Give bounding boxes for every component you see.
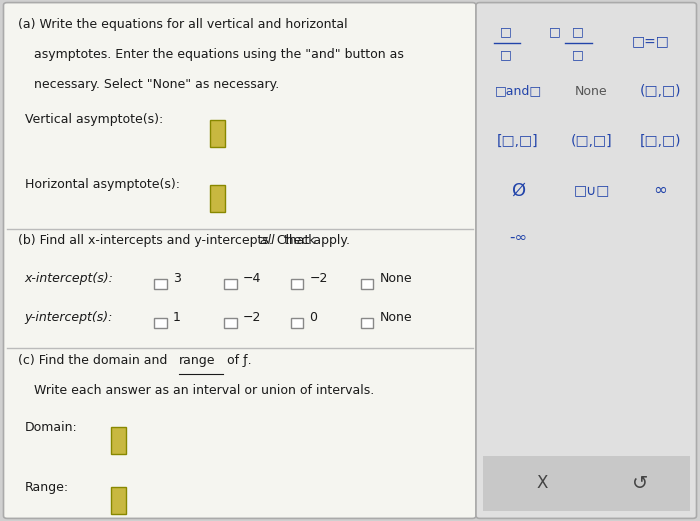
Bar [290, 318, 303, 328]
Bar [290, 279, 303, 289]
Text: Write each answer as an interval or union of intervals.: Write each answer as an interval or unio… [18, 384, 374, 398]
Text: necessary. Select "None" as necessary.: necessary. Select "None" as necessary. [18, 78, 279, 91]
Text: (b) Find all x-intercepts and y-intercepts. Check: (b) Find all x-intercepts and y-intercep… [18, 234, 315, 247]
Bar [154, 318, 167, 328]
Text: x-intercept(s):: x-intercept(s): [25, 272, 113, 285]
Text: (c) Find the domain and: (c) Find the domain and [18, 354, 171, 367]
Text: □: □ [500, 48, 512, 61]
Text: 0: 0 [309, 312, 317, 324]
Bar [111, 427, 126, 454]
Text: X: X [537, 474, 548, 492]
Text: (a) Write the equations for all vertical and horizontal: (a) Write the equations for all vertical… [18, 18, 347, 31]
Text: of ƒ.: of ƒ. [223, 354, 252, 367]
FancyBboxPatch shape [4, 3, 476, 518]
Bar [154, 279, 167, 289]
Text: □: □ [572, 25, 583, 38]
Text: None: None [575, 85, 608, 97]
Text: Domain:: Domain: [25, 421, 77, 433]
Text: −4: −4 [243, 272, 261, 285]
Bar [483, 456, 690, 511]
Text: Range:: Range: [25, 481, 69, 493]
Text: −2: −2 [243, 312, 261, 324]
Text: [□,□): [□,□) [639, 134, 681, 147]
Text: all: all [256, 234, 274, 247]
Text: 1: 1 [173, 312, 181, 324]
FancyBboxPatch shape [476, 3, 696, 518]
Text: □: □ [500, 25, 512, 38]
Bar [360, 318, 373, 328]
Bar [224, 318, 237, 328]
Text: -∞: -∞ [509, 230, 527, 244]
Bar [224, 279, 237, 289]
Text: ∞: ∞ [653, 181, 667, 199]
Text: Vertical asymptote(s):: Vertical asymptote(s): [25, 114, 162, 126]
Text: □and□: □and□ [494, 85, 542, 97]
Text: asymptotes. Enter the equations using the "and" button as: asymptotes. Enter the equations using th… [18, 48, 403, 61]
Text: □: □ [572, 48, 583, 61]
Text: (□,□): (□,□) [639, 84, 681, 98]
Text: □∪□: □∪□ [573, 183, 610, 197]
Text: None: None [379, 272, 412, 285]
Text: 3: 3 [173, 272, 181, 285]
Bar [210, 120, 225, 147]
Bar [360, 279, 373, 289]
Text: None: None [379, 312, 412, 324]
Text: [□,□]: [□,□] [497, 134, 539, 147]
Bar [111, 487, 126, 514]
Text: (□,□]: (□,□] [570, 134, 612, 147]
Text: Ø: Ø [511, 181, 525, 199]
Text: that apply.: that apply. [280, 234, 350, 247]
Text: y-intercept(s):: y-intercept(s): [25, 312, 113, 324]
Text: Horizontal asymptote(s):: Horizontal asymptote(s): [25, 179, 179, 191]
Text: range: range [179, 354, 216, 367]
Text: ↺: ↺ [632, 474, 649, 493]
Bar [210, 185, 225, 212]
Text: □=□: □=□ [632, 35, 670, 48]
Text: □: □ [550, 25, 561, 38]
Text: −2: −2 [309, 272, 328, 285]
